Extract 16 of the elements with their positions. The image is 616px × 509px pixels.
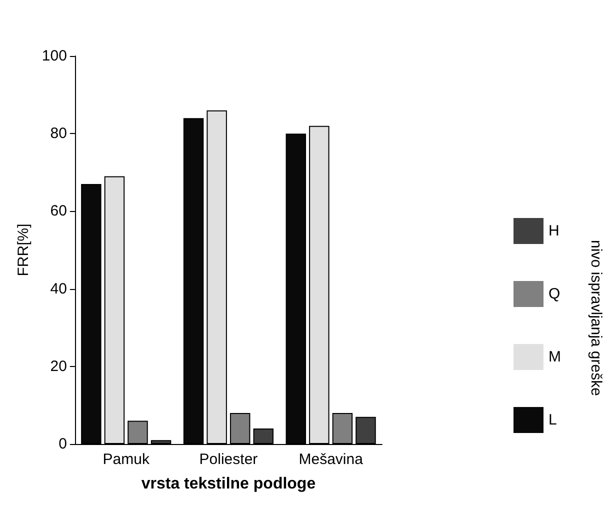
y-tick-label: 80: [50, 125, 67, 142]
y-tick-label: 20: [50, 358, 67, 375]
y-axis-title: FRR[%]: [15, 224, 32, 276]
y-tick-label: 40: [50, 280, 67, 298]
x-tick-label: Poliester: [199, 451, 258, 468]
y-tick-label: 100: [42, 48, 67, 64]
legend-label: H: [548, 222, 560, 240]
x-axis-title: vrsta tekstilne podloge: [141, 476, 316, 492]
y-tick-label: 60: [50, 202, 67, 220]
y-tick-label: 0: [58, 436, 67, 452]
legend-label: Q: [548, 286, 560, 302]
legend-label: L: [548, 412, 557, 428]
x-tick-label: Mešavina: [298, 451, 364, 468]
legend-title: nivo ispravljanja greške: [588, 240, 604, 396]
legend-label: M: [548, 348, 562, 366]
x-tick-label: Pamuk: [102, 451, 150, 468]
